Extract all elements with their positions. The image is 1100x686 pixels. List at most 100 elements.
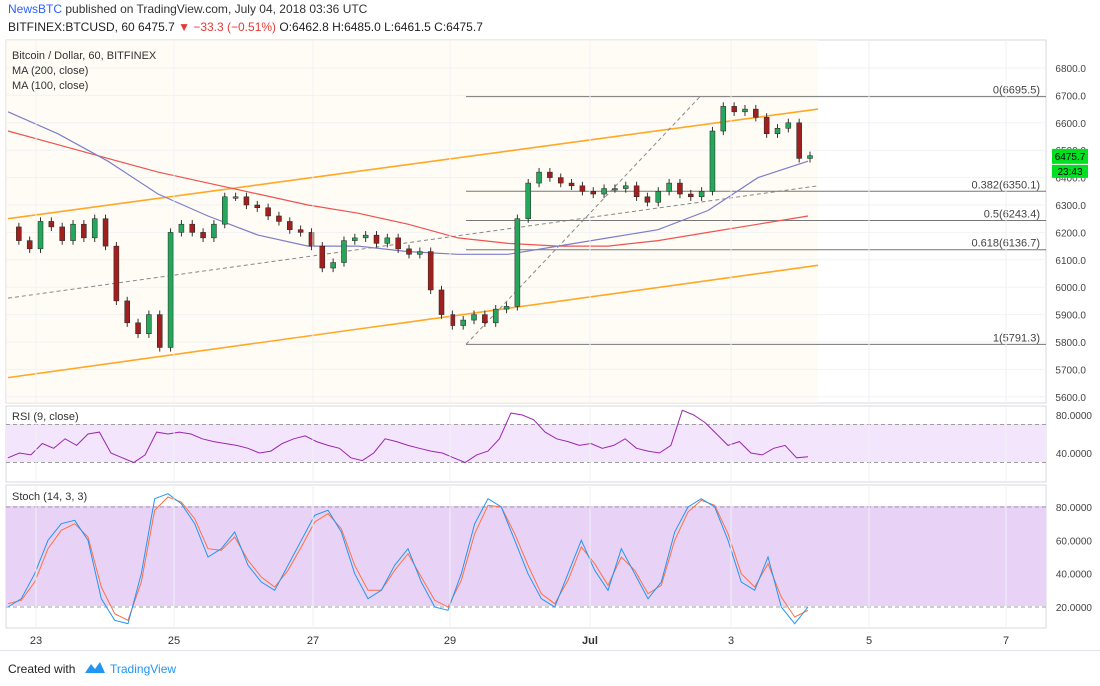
candle-body	[623, 185, 629, 189]
symbol-info: BITFINEX:BTCUSD, 60 6475.7 ▼ −33.3 (−0.5…	[8, 20, 483, 34]
rsi-band-fill	[6, 424, 1046, 462]
candle-body	[688, 193, 694, 198]
publisher-link[interactable]: NewsBTC	[8, 2, 63, 16]
stoch-legend: Stoch (14, 3, 3)	[12, 491, 88, 503]
stoch-pane: 80.0000 60.0000 40.0000 20.0000	[5, 484, 1092, 629]
candle-body	[742, 108, 748, 113]
candle-body	[785, 122, 792, 129]
time-tick-label: 5	[866, 635, 872, 647]
candle-body	[243, 196, 250, 206]
candle-body	[568, 182, 575, 187]
candle-body	[395, 237, 401, 250]
candle-body	[102, 218, 109, 247]
candle-body	[16, 226, 22, 241]
fibonacci-retracement: 0(6695.5)0.382(6350.1)0.5(6243.4)0.618(6…	[466, 85, 1046, 345]
rsi-legend: RSI (9, close)	[12, 411, 79, 423]
price-tick-label: 6100.0	[1055, 256, 1086, 267]
rsi-pane: 80.0000 40.0000	[5, 405, 1092, 483]
candle-body	[753, 108, 759, 118]
channel-shade	[6, 40, 818, 403]
rsi-line	[7, 409, 809, 464]
candle-body	[666, 182, 672, 192]
channel-lower-line	[7, 264, 819, 379]
ohlc-values: O:6462.8 H:6485.0 L:6461.5 C:6475.7	[279, 20, 483, 34]
time-tick-label: 29	[444, 635, 456, 647]
stoch-tick-label: 60.0000	[1056, 536, 1093, 547]
stoch-d-line	[7, 496, 809, 622]
candle-body	[91, 218, 98, 239]
stoch-tick-label: 20.0000	[1056, 603, 1093, 614]
candle-body	[633, 185, 640, 198]
fib-level-label: 1(5791.3)	[993, 332, 1040, 344]
rsi-tick-label: 40.0000	[1056, 449, 1093, 460]
candle-body	[406, 248, 412, 255]
fib-level-label: 0(6695.5)	[993, 85, 1040, 97]
candle-body	[579, 185, 586, 192]
rsi-series-line	[7, 409, 809, 464]
candle-body	[774, 128, 781, 135]
candle-body	[482, 314, 488, 324]
stoch-tick-label: 80.0000	[1056, 503, 1093, 514]
candle-body	[37, 221, 44, 250]
candle-body	[471, 314, 477, 321]
candle-body	[81, 223, 87, 239]
time-tick-label: 23	[30, 635, 42, 647]
candle-body	[807, 155, 813, 159]
fib-level-label: 0.5(6243.4)	[984, 209, 1040, 221]
price-tick-label: 6300.0	[1055, 201, 1086, 212]
candle-body	[362, 234, 369, 239]
platform-name[interactable]: TradingView.com	[136, 2, 228, 16]
rsi-grid: 80.0000 40.0000	[6, 411, 1092, 463]
created-with-text: Created with	[8, 662, 76, 676]
candle-body	[460, 319, 466, 326]
stoch-tick-label: 40.0000	[1056, 570, 1093, 581]
stoch-band-fill	[6, 506, 1046, 606]
candle-body	[698, 191, 705, 198]
price-tick-label: 5900.0	[1055, 311, 1086, 322]
candle-body	[48, 221, 55, 228]
price-tick-label: 6000.0	[1055, 283, 1086, 294]
price-badge-box	[1052, 148, 1088, 164]
candle-body	[709, 130, 716, 192]
price-tick-label: 5700.0	[1055, 365, 1086, 376]
candle-body	[547, 171, 553, 178]
price-tick-label: 6700.0	[1055, 91, 1086, 102]
candle-body	[612, 188, 618, 191]
last-price: 6475.7	[138, 20, 175, 34]
publish-bar: NewsBTC published on TradingView.com, Ju…	[0, 0, 1100, 18]
candle-body	[590, 191, 596, 195]
publish-date: , July 04, 2018 03:36 UTC	[227, 2, 368, 16]
candle-body	[492, 308, 499, 324]
candle-body	[308, 232, 315, 247]
candle-body	[200, 232, 206, 239]
time-tick-label: 25	[168, 635, 180, 647]
channel-upper-line	[7, 108, 819, 220]
time-tick-label: 3	[728, 635, 734, 647]
candle-body	[265, 207, 271, 217]
candle-body	[330, 262, 336, 269]
stoch-grid: 80.0000 60.0000 40.0000 20.0000	[6, 503, 1092, 614]
time-tick-label: Jul	[582, 635, 598, 647]
candle-body	[189, 223, 195, 233]
candle-body	[287, 221, 293, 230]
tradingview-brand[interactable]: TradingView	[110, 662, 177, 676]
candle-body	[763, 117, 770, 135]
price-timer-box	[1052, 164, 1088, 178]
price-tick-label: 5600.0	[1055, 393, 1086, 404]
candle-body	[655, 191, 662, 203]
candle-body	[417, 251, 423, 255]
price-badge-timer: 23:43	[1057, 167, 1082, 178]
price-badge: 6475.7 23:43	[1052, 148, 1088, 178]
candle-body	[167, 232, 174, 348]
time-tick-label: 27	[307, 635, 319, 647]
candle-body	[211, 223, 217, 239]
price-pane: 6800.06700.06600.06500.06400.06300.06200…	[5, 39, 1086, 404]
candle-body	[525, 182, 531, 219]
candle-body	[59, 226, 65, 241]
candle-body	[557, 177, 564, 184]
price-tick-label: 6600.0	[1055, 119, 1086, 130]
time-tick-label: 7	[1003, 635, 1009, 647]
candle-body	[731, 106, 737, 113]
candle-body	[178, 223, 185, 233]
